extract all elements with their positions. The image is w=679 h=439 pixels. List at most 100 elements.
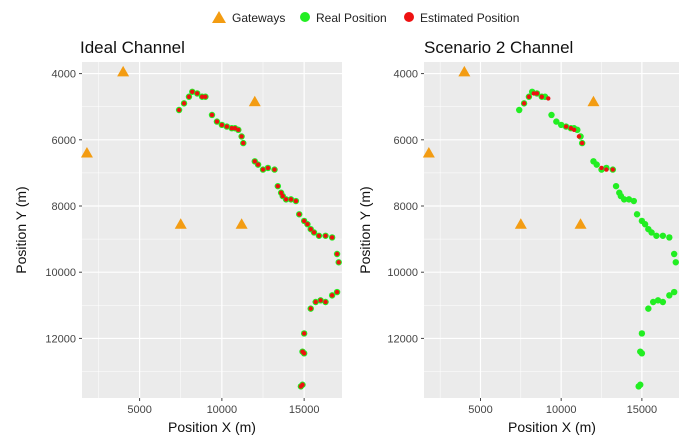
- y-tick-label: 12000: [387, 333, 418, 345]
- y-axis-label-ideal: Position Y (m): [13, 186, 29, 273]
- x-tick-label: 10000: [546, 404, 577, 416]
- legend-real-label: Real Position: [316, 11, 387, 25]
- real-position-point: [670, 250, 678, 258]
- real-position-point: [653, 232, 660, 239]
- estimated-position-point: [252, 159, 257, 164]
- real-position-point: [638, 350, 646, 357]
- estimated-position-point: [576, 134, 582, 139]
- y-tick-label: 10000: [45, 267, 76, 279]
- estimated-position-point: [329, 293, 335, 298]
- estimated-position-point: [232, 126, 238, 131]
- x-tick-label: 5000: [468, 404, 492, 416]
- estimated-position-point: [329, 235, 335, 240]
- estimated-position-point: [521, 101, 527, 106]
- real-position-point: [548, 111, 555, 119]
- gateway-marker: [422, 147, 435, 158]
- estimated-position-point: [265, 165, 271, 171]
- real-position-point: [648, 229, 655, 236]
- estimated-position-point: [194, 91, 200, 96]
- y-tick-label: 6000: [52, 135, 76, 147]
- estimated-position-point: [203, 94, 208, 99]
- real-position-point: [574, 126, 581, 134]
- gateway-marker: [458, 65, 471, 77]
- real-position-point: [620, 196, 628, 203]
- chart-panel-scenario2: Scenario 2 Channel 4000 6000 8000 10000 1200…: [357, 38, 679, 435]
- chart-panel-ideal: Ideal Channel 4000 6000 8000 10000 12000 500…: [13, 38, 342, 435]
- real-position-point: [516, 106, 523, 114]
- y-tick-label: 10000: [387, 267, 418, 279]
- real-position-point: [630, 197, 638, 205]
- estimated-position-point: [186, 94, 192, 99]
- estimated-position-point: [280, 193, 285, 199]
- legend-gateways-key: [212, 11, 226, 23]
- x-tick-label: 10000: [207, 404, 238, 416]
- points-scenario2: [422, 65, 679, 390]
- gateway-marker: [117, 65, 130, 77]
- gateway-marker: [574, 218, 587, 229]
- real-position-point: [593, 161, 600, 168]
- y-tick-label: 8000: [394, 201, 418, 213]
- real-position-point: [670, 288, 678, 296]
- real-position-point: [635, 383, 642, 390]
- estimated-position-point: [313, 299, 318, 305]
- legend-estimated-key: [404, 12, 414, 22]
- legend-estimated-label: Estimated Position: [420, 11, 519, 25]
- legend-real-key: [300, 12, 310, 22]
- real-position-point: [659, 232, 667, 239]
- estimated-position-point: [275, 183, 281, 189]
- y-tick-label: 8000: [52, 201, 76, 213]
- estimated-position-point: [236, 127, 241, 133]
- gateway-marker: [514, 218, 527, 229]
- y-axis-label-scenario2: Position Y (m): [357, 186, 373, 273]
- chart-title-scenario2: Scenario 2 Channel: [424, 38, 573, 57]
- real-position-point: [645, 305, 652, 312]
- estimated-position-point: [311, 230, 317, 235]
- estimated-position-point: [278, 190, 284, 195]
- points-ideal: [80, 65, 342, 390]
- y-tick-label: 4000: [52, 69, 76, 81]
- estimated-position-point: [318, 298, 323, 303]
- estimated-position-point: [305, 222, 310, 227]
- y-tick-label: 12000: [45, 333, 76, 345]
- estimated-position-point: [297, 212, 302, 217]
- real-position-point: [625, 196, 633, 203]
- real-position-point: [666, 292, 673, 299]
- gateway-marker: [235, 218, 248, 229]
- gateway-marker: [587, 95, 600, 107]
- estimated-position-point: [239, 134, 244, 139]
- estimated-position-point: [272, 167, 277, 172]
- chart-title-ideal: Ideal Channel: [80, 38, 185, 57]
- estimated-position-point: [209, 112, 215, 118]
- y-ticks-scenario2: 4000 6000 8000 10000 12000: [387, 69, 424, 345]
- estimated-position-point: [288, 197, 294, 202]
- estimated-position-point: [334, 251, 340, 257]
- x-tick-label: 15000: [627, 404, 658, 416]
- estimated-position-point: [534, 91, 540, 96]
- y-ticks-ideal: 4000 6000 8000 10000 12000: [45, 69, 82, 345]
- estimated-position-point: [293, 198, 299, 204]
- real-position-point: [633, 211, 641, 218]
- y-tick-label: 6000: [394, 135, 418, 147]
- estimated-position-point: [229, 126, 234, 131]
- y-tick-label: 4000: [394, 69, 418, 81]
- estimated-position-point: [546, 96, 551, 101]
- estimated-position-point: [298, 384, 304, 389]
- estimated-position-point: [176, 107, 182, 113]
- estimated-position-point: [301, 218, 307, 224]
- estimated-position-point: [283, 197, 289, 202]
- estimated-position-point: [241, 140, 246, 146]
- estimated-position-point: [260, 167, 266, 172]
- estimated-position-point: [563, 124, 569, 129]
- real-position-point: [557, 121, 565, 129]
- gateway-marker: [80, 147, 93, 158]
- real-position-point: [654, 297, 662, 304]
- estimated-position-point: [219, 122, 225, 128]
- estimated-position-point: [334, 289, 340, 295]
- estimated-position-point: [301, 351, 307, 356]
- estimated-position-point: [336, 260, 341, 265]
- real-position-point: [612, 182, 620, 190]
- estimated-position-point: [316, 233, 322, 238]
- estimated-position-point: [604, 167, 609, 172]
- x-tick-label: 15000: [289, 404, 320, 416]
